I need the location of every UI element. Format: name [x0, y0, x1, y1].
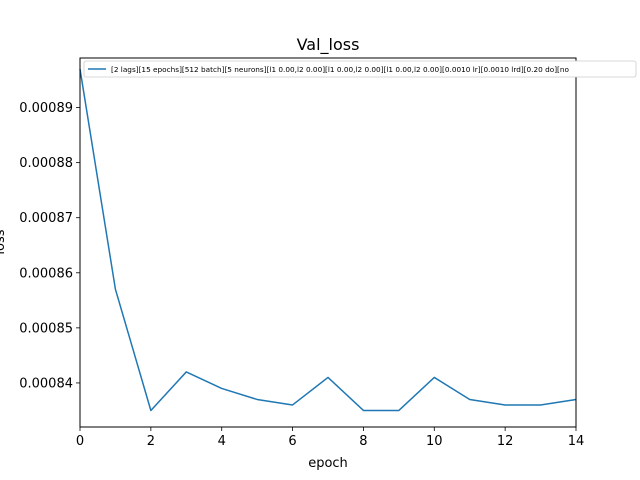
x-tick-label: 2: [147, 434, 155, 449]
legend-entry-label: [2 lags][15 epochs][512 batch][5 neurons…: [111, 65, 570, 74]
series-layer: [79, 68, 577, 412]
chart-title: Val_loss: [297, 35, 360, 55]
x-tick-label: 12: [497, 434, 514, 449]
x-axis-ticks: 0 2 4 6 8 10 12 14: [76, 427, 584, 449]
y-tick-label: 0.00084: [19, 376, 73, 391]
x-tick-label: 0: [76, 434, 84, 449]
x-tick-label: 8: [359, 434, 367, 449]
legend-box: [83, 60, 637, 78]
y-tick-label: 0.00088: [19, 156, 73, 171]
y-tick-label: 0.00085: [19, 321, 73, 336]
y-tick-label: 0.00086: [19, 266, 73, 281]
x-tick-label: 4: [218, 434, 226, 449]
x-tick-label: 10: [426, 434, 443, 449]
legend: [2 lags][15 epochs][512 batch][5 neurons…: [83, 60, 637, 78]
y-axis-label: loss: [0, 229, 8, 254]
y-tick-label: 0.00087: [19, 211, 73, 226]
y-axis-ticks: 0.00084 0.00085 0.00086 0.00087 0.00088 0.000…: [19, 101, 80, 391]
x-tick-label: 6: [288, 434, 296, 449]
plot-frame: [79, 57, 577, 428]
series-line-val-loss: [79, 68, 577, 412]
y-tick-label: 0.00089: [19, 101, 73, 116]
x-tick-label: 14: [568, 434, 585, 449]
x-axis-label: epoch: [308, 456, 348, 471]
